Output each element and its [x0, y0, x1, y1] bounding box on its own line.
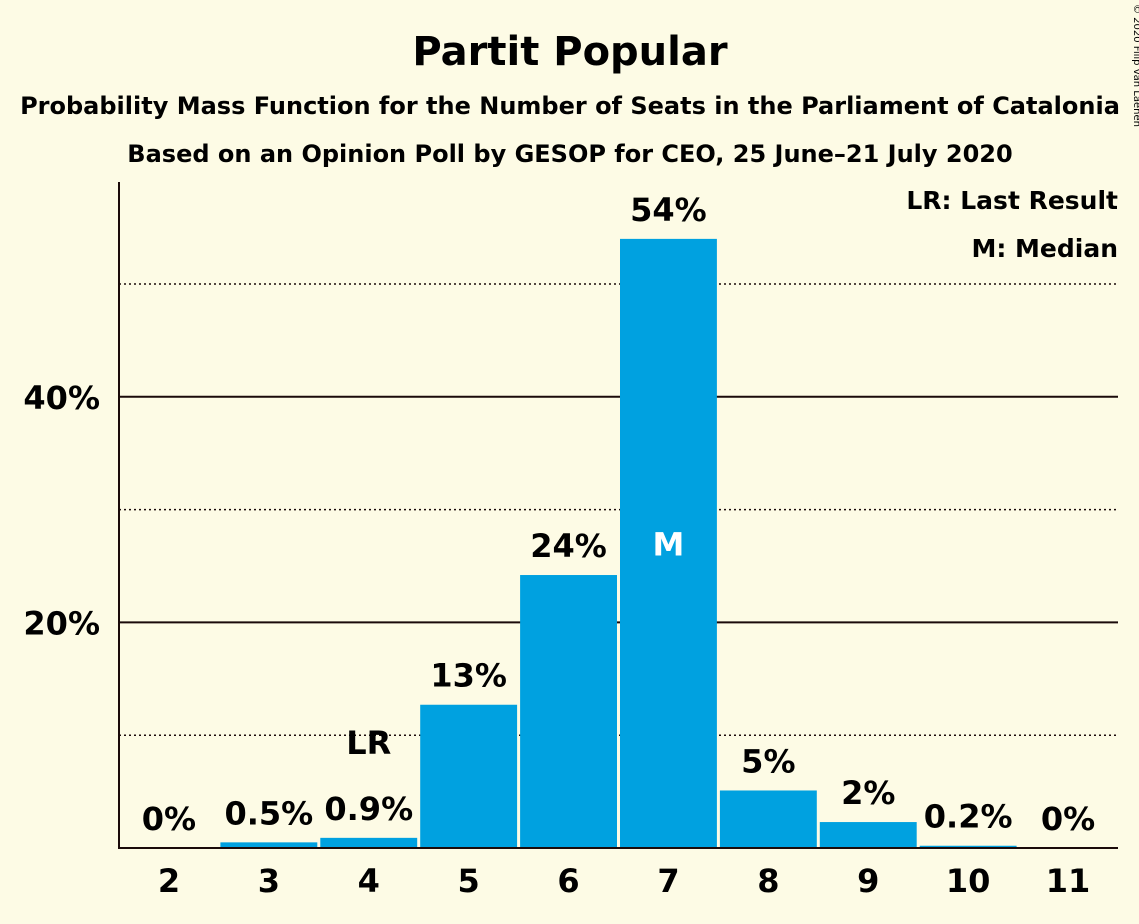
x-tick-labels: 2 3 4 5 6 7 8 9 10 11	[158, 862, 1090, 900]
bar	[620, 238, 717, 848]
x-tick-label: 5	[458, 862, 480, 900]
data-label: 0%	[1041, 800, 1095, 838]
chart-subtitle: Probability Mass Function for the Number…	[20, 92, 1120, 120]
x-tick-label: 2	[158, 862, 180, 900]
x-tick-label: 4	[358, 862, 380, 900]
x-tick-label: 6	[557, 862, 579, 900]
legend-last-result: LR: Last Result	[906, 186, 1118, 215]
chart-title: Partit Popular	[412, 29, 727, 75]
bar	[420, 704, 518, 848]
data-label: 0.5%	[224, 794, 313, 832]
data-label: 54%	[630, 191, 707, 229]
bars	[220, 238, 1017, 848]
bar	[819, 822, 917, 848]
y-tick-label: 20%	[23, 604, 100, 642]
y-tick-labels: 20% 40%	[23, 379, 100, 643]
legend-median: M: Median	[971, 234, 1118, 263]
y-tick-label: 40%	[23, 379, 100, 417]
data-label: 24%	[530, 527, 607, 565]
x-tick-label: 8	[757, 862, 779, 900]
data-label: 0.2%	[924, 798, 1013, 836]
bar	[919, 845, 1017, 848]
chart-subtitle-poll: Based on an Opinion Poll by GESOP for CE…	[127, 140, 1012, 168]
data-label: 0%	[142, 800, 196, 838]
data-label: 13%	[430, 657, 507, 695]
bar	[320, 837, 418, 848]
bar	[719, 790, 817, 848]
x-tick-label: 11	[1046, 862, 1091, 900]
x-tick-label: 10	[946, 862, 991, 900]
bar	[220, 842, 318, 848]
bar	[520, 575, 617, 848]
x-tick-label: 3	[258, 862, 280, 900]
last-result-marker: LR	[346, 724, 391, 762]
copyright: © 2020 Filip van Laenen	[1131, 4, 1139, 127]
x-tick-label: 9	[857, 862, 879, 900]
value-labels: 0% 0.5% 0.9% LR 13% 24% 54% M 5% 2% 0.2% 0%	[142, 191, 1095, 838]
gridlines	[119, 283, 1118, 736]
data-label: 0.9%	[324, 790, 413, 828]
median-marker: M	[653, 525, 685, 563]
data-label: 5%	[741, 742, 795, 780]
data-label: 2%	[841, 774, 895, 812]
x-tick-label: 7	[657, 862, 679, 900]
